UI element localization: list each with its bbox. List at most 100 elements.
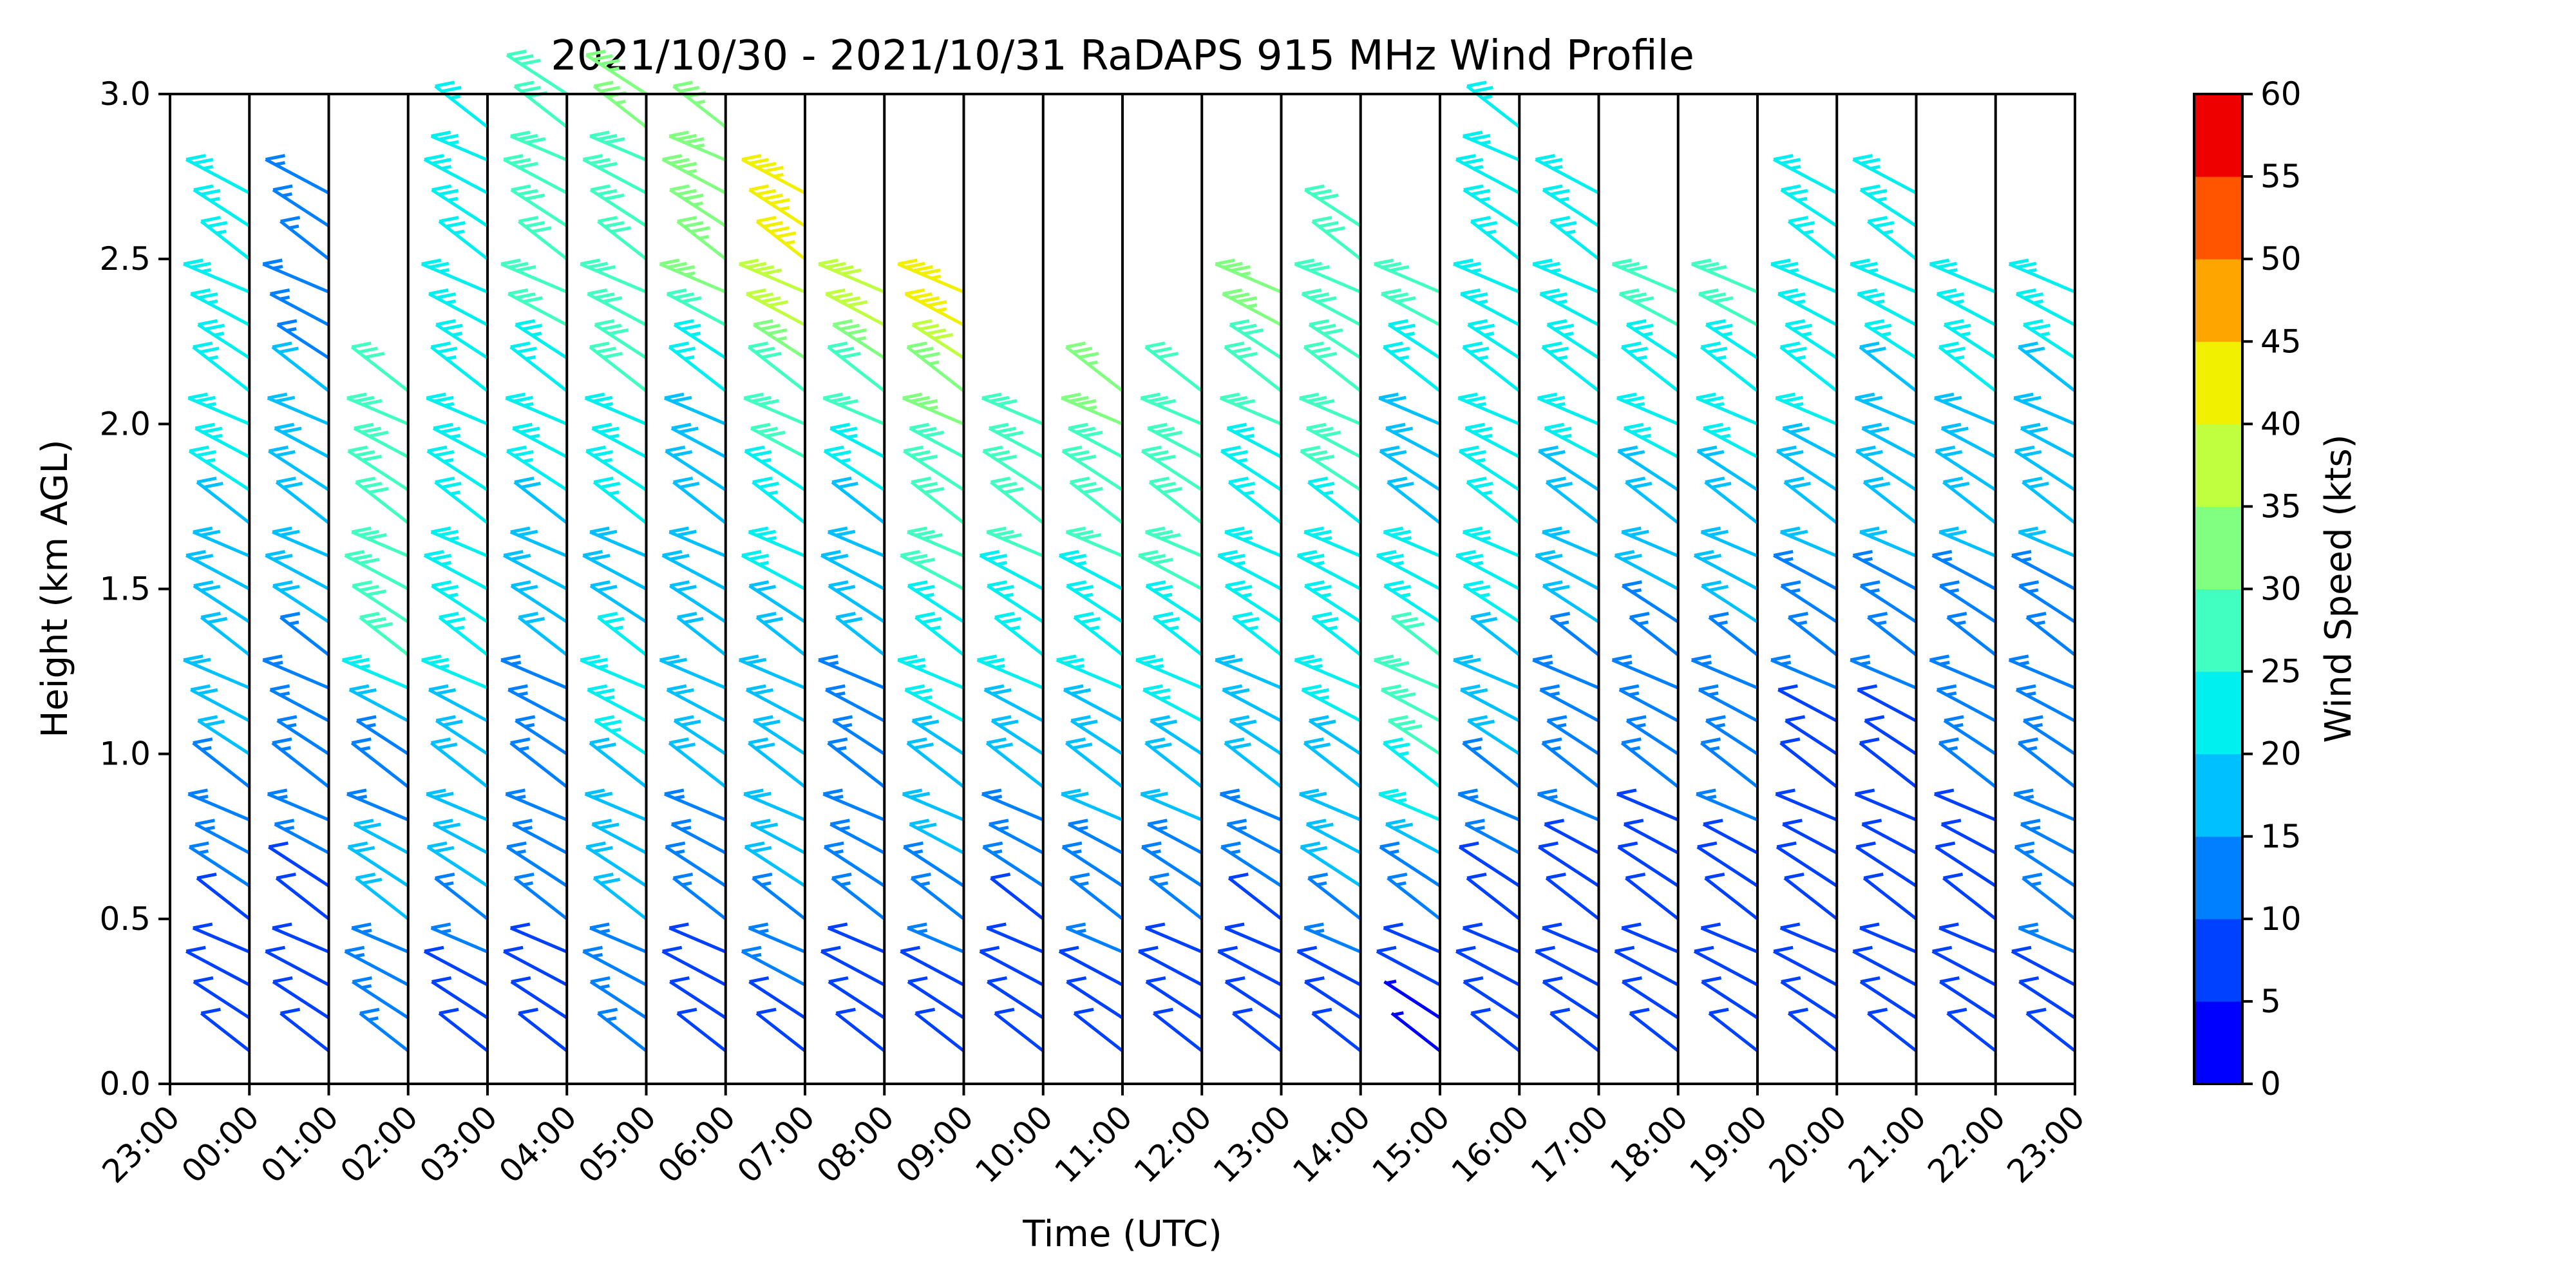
wind-barb: [1783, 477, 1838, 524]
wind-barb: [1066, 976, 1124, 1019]
profile-07:00: [818, 258, 886, 1052]
wind-barb: [2018, 976, 2076, 1019]
wind-barb: [190, 684, 251, 723]
wind-barb: [594, 319, 647, 359]
wind-barb: [1546, 715, 1600, 755]
wind-barb: [1376, 549, 1441, 591]
wind-barb: [1073, 612, 1124, 656]
wind-barb: [1453, 654, 1520, 690]
wind-barb: [1867, 1007, 1918, 1052]
colorbar-segment: [2194, 671, 2242, 755]
wind-barb: [1859, 184, 1917, 227]
wind-barb: [1380, 684, 1441, 723]
wind-barb: [1298, 392, 1361, 426]
wind-barb: [1294, 258, 1361, 294]
wind-barb: [2014, 841, 2076, 887]
wind-barb: [276, 319, 330, 359]
wind-barb: [274, 819, 330, 855]
wind-barb: [510, 184, 568, 227]
colorbar-tick-label: 30: [2260, 571, 2302, 608]
wind-barb: [1787, 216, 1838, 261]
wind-barb: [510, 976, 568, 1019]
wind-barb: [900, 549, 965, 591]
wind-barb: [1535, 549, 1600, 591]
wind-barb: [659, 654, 726, 690]
wind-barb: [346, 392, 409, 426]
wind-barb: [1373, 654, 1441, 690]
wind-barb: [1065, 341, 1124, 393]
wind-barb: [589, 341, 648, 393]
wind-barb: [183, 654, 251, 690]
wind-barb: [990, 715, 1045, 755]
wind-barb: [1621, 526, 1679, 558]
wind-barb: [1629, 1007, 1680, 1052]
wind-barb: [1224, 580, 1282, 623]
wind-barb: [663, 788, 726, 822]
wind-barb: [1532, 258, 1600, 294]
wind-barb: [505, 392, 568, 426]
wind-barb: [1850, 258, 1917, 294]
wind-barb: [1307, 477, 1362, 524]
wind-barb: [500, 258, 568, 294]
wind-barb: [421, 654, 488, 690]
wind-barb: [1617, 445, 1680, 491]
wind-barb: [279, 1007, 330, 1052]
wind-barb: [663, 392, 726, 426]
wind-barb: [1785, 715, 1838, 755]
wind-barb: [744, 841, 806, 887]
wind-barb: [1535, 945, 1600, 987]
wind-barb: [1311, 612, 1362, 656]
wind-barb: [1061, 445, 1124, 491]
wind-barb: [506, 445, 568, 491]
wind-barb: [353, 422, 409, 459]
wind-barb: [1625, 319, 1680, 359]
wind-barb: [1226, 422, 1282, 459]
wind-barb: [1466, 477, 1520, 524]
wind-barb: [1455, 945, 1520, 987]
wind-barb: [509, 130, 568, 162]
colorbar-tick-label: 55: [2260, 158, 2302, 195]
wind-barb: [1538, 841, 1600, 887]
wind-barb: [1614, 945, 1679, 987]
wind-barb: [585, 841, 647, 887]
wind-barb: [1935, 445, 1997, 491]
wind-barb: [597, 216, 648, 261]
wind-barb: [352, 580, 410, 623]
wind-barb: [1138, 549, 1203, 591]
y-tick-label: 0.0: [99, 1065, 151, 1103]
wind-barb: [1457, 392, 1520, 426]
wind-barb: [1693, 549, 1759, 591]
wind-barb: [267, 788, 330, 822]
colorbar-segment: [2194, 506, 2242, 589]
wind-barb: [194, 422, 251, 459]
wind-barb: [1152, 612, 1203, 656]
wind-barb: [1069, 477, 1124, 524]
hour-lines: [248, 94, 1997, 1084]
wind-barb: [500, 654, 568, 690]
colorbar-tick-label: 10: [2260, 900, 2302, 938]
wind-barb: [2025, 612, 2076, 656]
wind-barb: [1696, 788, 1758, 822]
wind-barb: [909, 422, 965, 459]
wind-barb: [2017, 341, 2076, 393]
wind-barb: [828, 580, 886, 623]
wind-barb: [1776, 445, 1838, 491]
wind-barb: [1864, 319, 1917, 359]
wind-barb: [2015, 684, 2076, 723]
wind-barb: [1467, 715, 1520, 755]
wind-barb: [515, 715, 568, 755]
wind-barb: [1696, 841, 1759, 887]
wind-barb: [1939, 976, 1997, 1019]
wind-barb: [1854, 392, 1917, 426]
wind-barb: [200, 216, 251, 261]
wind-barb: [755, 1007, 806, 1052]
wind-barb: [188, 841, 251, 887]
wind-barb: [994, 1007, 1045, 1052]
wind-barb: [434, 80, 489, 129]
wind-barb: [1463, 184, 1520, 227]
wind-barb: [829, 819, 886, 855]
wind-barb: [276, 715, 330, 755]
wind-barb: [982, 841, 1045, 887]
wind-barb: [582, 549, 647, 591]
wind-barb: [350, 341, 410, 393]
